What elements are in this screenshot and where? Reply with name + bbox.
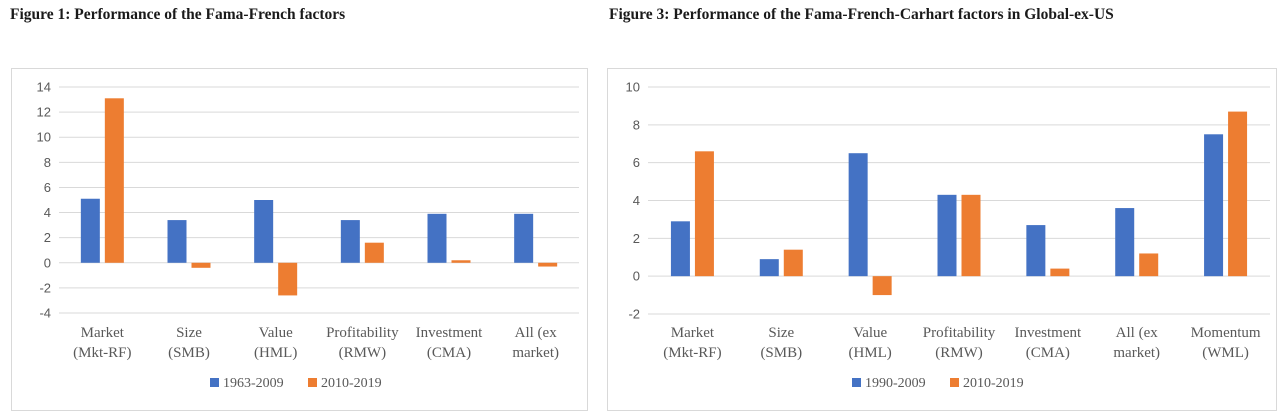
x-category-label: All (ex: [1116, 325, 1159, 341]
bar: [427, 213, 447, 263]
y-tick-label: 4: [633, 193, 640, 208]
bar: [167, 220, 187, 263]
x-category-label: (CMA): [1026, 345, 1070, 361]
bar: [1050, 268, 1070, 277]
y-tick-label: 2: [44, 230, 51, 245]
bar: [1204, 134, 1224, 277]
bar: [848, 153, 868, 277]
x-category-label: Value: [259, 325, 293, 341]
x-category-label: Market: [81, 325, 125, 341]
legend-label: 2010-2019: [963, 376, 1024, 391]
x-category-label: Investment: [416, 325, 483, 341]
bar: [872, 276, 892, 296]
bar: [80, 198, 100, 263]
chart-1-panel: -4 -2 0 2 4 6 8 10 12 14 Market (Mkt-RF) Size (SMB) Va…: [11, 68, 588, 411]
bar: [254, 200, 274, 263]
x-category-label: Profitability: [923, 325, 996, 341]
legend-swatch: [210, 378, 219, 387]
x-category-label: market): [512, 345, 559, 361]
y-tick-label: 8: [633, 117, 640, 132]
bar: [340, 220, 360, 263]
bar: [670, 221, 690, 277]
figure-1-title: Figure 1: Performance of the Fama-French…: [10, 6, 346, 23]
y-tick-label: 8: [44, 155, 51, 170]
x-category-label: Market: [671, 325, 715, 341]
x-category-label: Investment: [1015, 325, 1082, 341]
bar: [104, 98, 124, 263]
y-tick-label: -2: [39, 280, 51, 295]
chart-3-panel: -2 0 2 4 6 8 10 Market (Mkt-RF) Size (SMB) Value (HM…: [607, 68, 1277, 411]
x-category-label: market): [1113, 345, 1160, 361]
chart-1-svg: -4 -2 0 2 4 6 8 10 12 14 Market (Mkt-RF) Size (SMB) Va…: [37, 80, 579, 391]
y-tick-label: 12: [37, 105, 51, 120]
y-tick-label: -2: [628, 307, 640, 322]
x-category-label: (RMW): [935, 345, 983, 361]
y-tick-label: 0: [44, 255, 51, 270]
x-category-label: Profitability: [326, 325, 399, 341]
x-category-label: (SMB): [760, 345, 802, 361]
chart-3-svg: -2 0 2 4 6 8 10 Market (Mkt-RF) Size (SMB) Value (HM…: [626, 80, 1270, 391]
x-category-label: All (ex: [515, 325, 558, 341]
legend-label: 1963-2009: [223, 376, 284, 391]
x-category-label: Size: [176, 325, 202, 341]
legend-swatch: [950, 378, 959, 387]
legend-label: 2010-2019: [321, 376, 382, 391]
y-tick-label: 4: [44, 205, 51, 220]
bar: [694, 151, 714, 277]
x-category-label: (Mkt-RF): [663, 345, 721, 361]
x-category-label: Momentum: [1191, 325, 1261, 341]
y-tick-label: 2: [633, 231, 640, 246]
bar: [364, 242, 384, 263]
x-category-label: (CMA): [427, 345, 471, 361]
x-category-label: (Mkt-RF): [73, 345, 131, 361]
bar: [937, 194, 957, 277]
x-category-label: Size: [768, 325, 794, 341]
legend-swatch: [308, 378, 317, 387]
legend-label: 1990-2009: [865, 376, 926, 391]
bar: [961, 194, 981, 277]
bar: [1026, 225, 1046, 277]
y-tick-label: 10: [626, 80, 640, 95]
bar: [783, 249, 803, 277]
figure-3-title: Figure 3: Performance of the Fama-French…: [609, 6, 1114, 23]
bar: [1115, 208, 1135, 277]
bar: [514, 213, 534, 263]
bar: [278, 262, 298, 296]
y-tick-label: 0: [633, 269, 640, 284]
legend-swatch: [852, 378, 861, 387]
y-tick-label: -4: [39, 306, 51, 321]
bar: [451, 260, 471, 263]
x-category-label: (HML): [254, 345, 297, 361]
y-tick-label: 6: [44, 180, 51, 195]
bar: [1139, 253, 1159, 277]
y-tick-label: 14: [37, 80, 51, 95]
y-tick-label: 6: [633, 155, 640, 170]
x-category-label: (SMB): [168, 345, 210, 361]
x-category-label: (RMW): [339, 345, 387, 361]
y-tick-label: 10: [37, 130, 51, 145]
x-category-label: Value: [853, 325, 887, 341]
bar: [191, 262, 211, 268]
bar: [538, 262, 558, 267]
bar: [1228, 111, 1248, 277]
x-category-label: (HML): [848, 345, 891, 361]
bar: [759, 259, 779, 277]
x-category-label: (WML): [1202, 345, 1249, 361]
